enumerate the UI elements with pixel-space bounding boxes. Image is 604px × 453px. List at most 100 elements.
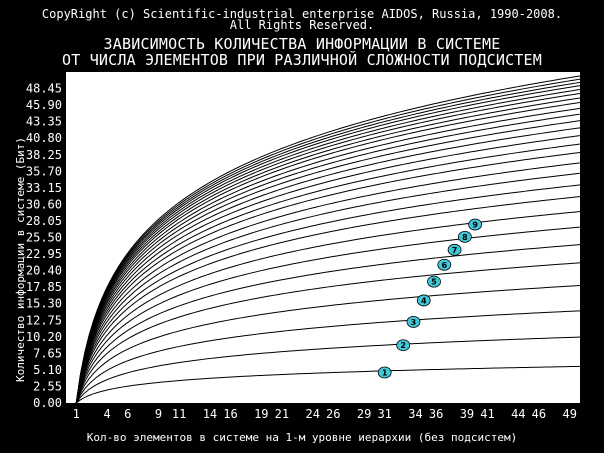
- marker-ellipse: [396, 339, 411, 352]
- y-tick-label: 10.20: [26, 330, 62, 344]
- y-tick-labels: 0.00 2.55 5.10 7.65 10.20 12.75 15.30 17.85 20.4…: [26, 82, 62, 410]
- y-tick-label: 5.10: [33, 363, 62, 377]
- series-marker-7: 7: [447, 243, 462, 256]
- series-line-17: [75, 120, 581, 404]
- series-lines: [75, 75, 581, 404]
- y-tick-label: 35.70: [26, 164, 62, 178]
- marker-ellipse: [447, 243, 462, 256]
- y-tick-label: 25.50: [26, 231, 62, 245]
- x-tick-label: 9: [155, 407, 162, 421]
- x-axis-label: Кол-во элементов в системе на 1-м уровне…: [86, 431, 518, 444]
- y-tick-label: 33.15: [26, 181, 62, 195]
- marker-ellipse: [468, 218, 483, 231]
- x-tick-label: 49: [562, 407, 576, 421]
- chart-title-line-1: ЗАВИСИМОСТЬ КОЛИЧЕСТВА ИНФОРМАЦИИ В СИСТ…: [103, 35, 501, 53]
- series-marker-4: 4: [416, 294, 431, 307]
- series-line-15: [75, 135, 581, 404]
- marker-ellipse: [437, 258, 452, 271]
- y-tick-label: 15.30: [26, 297, 62, 311]
- series-marker-6: 6: [437, 258, 452, 271]
- series-line-27: [75, 75, 581, 404]
- series-line-8: [75, 211, 581, 404]
- x-tick-label: 24: [305, 407, 319, 421]
- marker-label: 5: [431, 278, 437, 287]
- x-tick-label: 4: [104, 407, 111, 421]
- copyright-line-1: CopyRight (c) Scientific-industrial ente…: [41, 7, 563, 21]
- series-marker-1: 1: [377, 366, 392, 379]
- marker-ellipse: [406, 315, 421, 328]
- marker-label: 9: [472, 221, 478, 230]
- marker-label: 8: [462, 233, 468, 242]
- y-tick-label: 45.90: [26, 98, 62, 112]
- series-line-12: [75, 162, 581, 404]
- chart-title-line-2: ОТ ЧИСЛА ЭЛЕМЕНТОВ ПРИ РАЗЛИЧНОЙ СЛОЖНОС…: [62, 51, 542, 69]
- series-marker-8: 8: [457, 230, 472, 243]
- series-line-10: [75, 184, 581, 404]
- series-line-21: [75, 97, 581, 404]
- series-line-9: [75, 196, 581, 404]
- x-tick-label: 29: [357, 407, 371, 421]
- x-tick-label: 21: [275, 407, 289, 421]
- y-tick-label: 22.95: [26, 247, 62, 261]
- x-tick-label: 34: [408, 407, 422, 421]
- x-tick-label: 16: [223, 407, 237, 421]
- series-line-5: [75, 262, 581, 404]
- y-tick-label: 12.75: [26, 313, 62, 327]
- series-line-13: [75, 151, 581, 404]
- y-tick-label: 48.45: [26, 82, 62, 96]
- x-tick-label: 39: [460, 407, 474, 421]
- y-tick-label: 17.85: [26, 280, 62, 294]
- series-marker-9: 9: [468, 218, 483, 231]
- marker-label: 2: [400, 341, 406, 350]
- series-line-26: [75, 78, 581, 404]
- series-line-3: [75, 310, 581, 404]
- x-tick-label: 36: [429, 407, 443, 421]
- series-line-25: [75, 81, 581, 404]
- series-line-24: [75, 85, 581, 404]
- y-tick-label: 30.60: [26, 197, 62, 211]
- marker-ellipse: [427, 275, 441, 288]
- marker-ellipse: [377, 366, 392, 379]
- copyright-line-2: All Rights Reserved.: [229, 18, 375, 32]
- series-line-20: [75, 102, 581, 404]
- series-line-18: [75, 113, 581, 404]
- x-tick-label: 41: [480, 407, 494, 421]
- series-line-16: [75, 127, 581, 404]
- marker-label: 6: [442, 261, 448, 270]
- x-tick-label: 44: [511, 407, 525, 421]
- series-line-11: [75, 172, 581, 404]
- marker-label: 4: [421, 296, 427, 305]
- x-tick-label: 11: [172, 407, 186, 421]
- x-tick-label: 19: [254, 407, 268, 421]
- x-tick-label: 6: [124, 407, 131, 421]
- x-tick-label: 26: [326, 407, 340, 421]
- series-line-23: [75, 89, 581, 404]
- y-tick-label: 28.05: [26, 214, 62, 228]
- series-line-2: [75, 336, 581, 404]
- marker-label: 1: [382, 368, 388, 377]
- x-tick-labels: 1 4 6 9 11 14 16 19 21 24 26 29 31 34 36 39 41 44 46 49: [73, 407, 577, 421]
- x-tick-label: 1: [73, 407, 80, 421]
- series-marker-2: 2: [396, 339, 411, 352]
- y-tick-label: 38.25: [26, 148, 62, 162]
- series-line-7: [75, 226, 581, 404]
- marker-ellipse: [457, 230, 472, 243]
- series-line-19: [75, 107, 581, 404]
- y-tick-label: 2.55: [33, 379, 62, 393]
- series-marker-3: 3: [406, 315, 421, 328]
- series-line-6: [75, 244, 581, 404]
- y-tick-label: 0.00: [33, 396, 62, 410]
- series-line-22: [75, 92, 581, 404]
- series-line-1: [75, 365, 581, 404]
- marker-label: 7: [452, 246, 458, 255]
- marker-ellipse: [416, 294, 431, 307]
- y-tick-label: 40.80: [26, 131, 62, 145]
- series-marker-5: 5: [427, 275, 441, 288]
- x-tick-label: 46: [532, 407, 546, 421]
- series-line-4: [75, 285, 581, 404]
- y-tick-label: 20.40: [26, 264, 62, 278]
- x-tick-label: 14: [203, 407, 217, 421]
